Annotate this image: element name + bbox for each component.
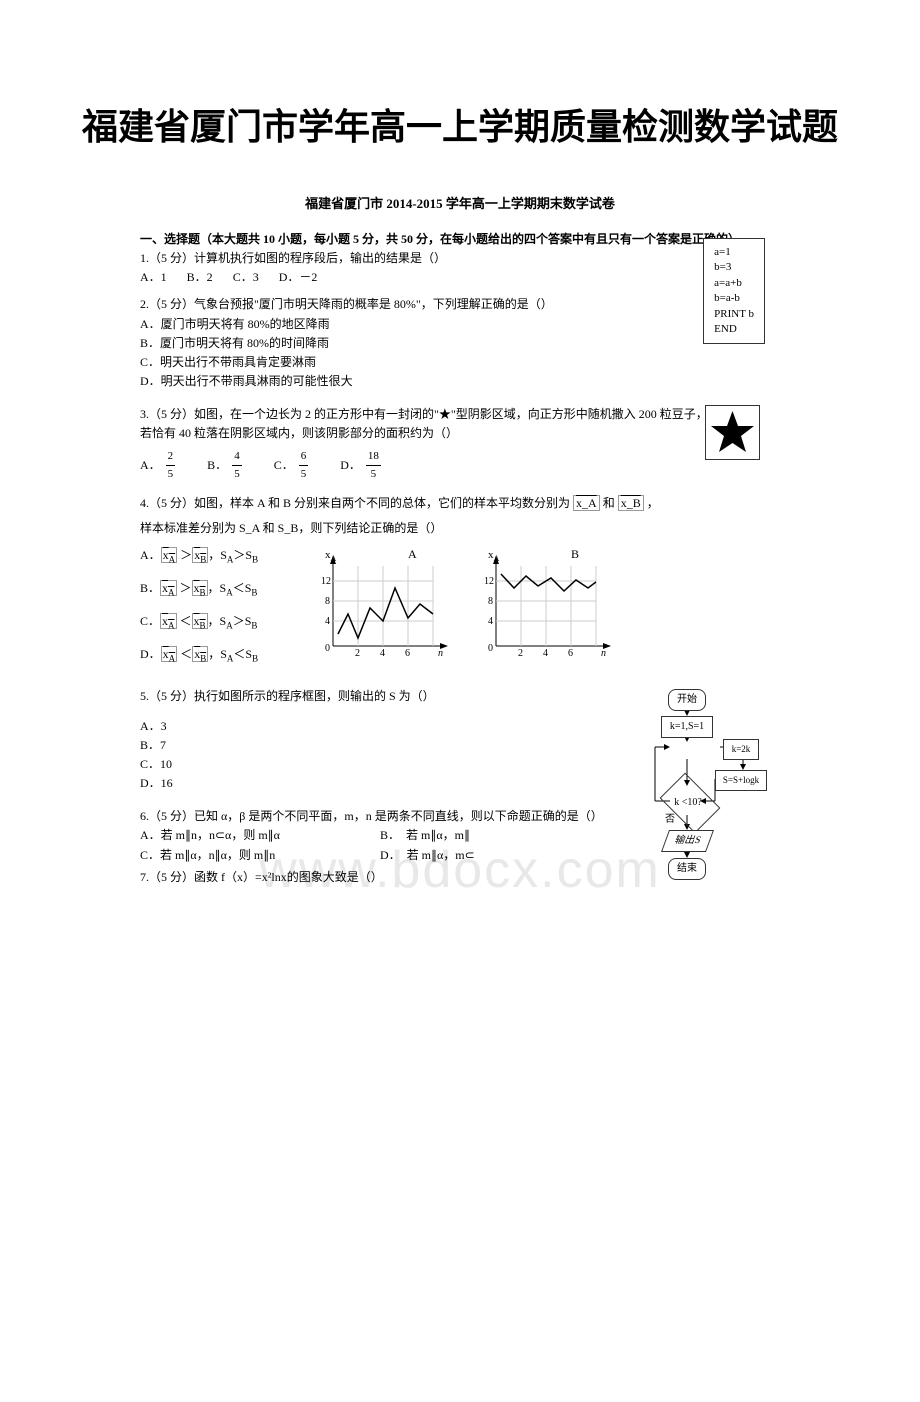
q1-opt-a: A．1 bbox=[140, 268, 167, 287]
content-area: 福建省厦门市 2014-2015 学年高一上学期期末数学试卷 一、选择题（本大题… bbox=[140, 194, 780, 887]
svg-text:n: n bbox=[438, 648, 443, 656]
q6-text: 6.（5 分）已知 α，β 是两个不同平面，m，n 是两条不同直线，则以下命题正… bbox=[140, 807, 620, 826]
q4-opt-c: C．xA ＜xB，SA＞SB bbox=[140, 612, 290, 633]
q6-opt-d: D． 若 m∥α，m⊂ bbox=[380, 846, 620, 865]
code-line: b=3 bbox=[714, 260, 754, 275]
question-6: 6.（5 分）已知 α，β 是两个不同平面，m，n 是两条不同直线，则以下命题正… bbox=[140, 807, 780, 865]
svg-text:0: 0 bbox=[488, 643, 493, 654]
q4-opt-d: D．xA ＜xB，SA＜SB bbox=[140, 645, 290, 666]
svg-text:2: 2 bbox=[355, 648, 360, 656]
q4-opt-a: A．xA ＞xB，SA＞SB bbox=[140, 546, 290, 567]
question-7: 7.（5 分）函数 f（x）=x²lnx的图象大致是（） bbox=[140, 868, 780, 887]
document-title: 福建省厦门市学年高一上学期质量检测数学试题 bbox=[0, 100, 920, 154]
q1-text: 1.（5 分）计算机执行如图的程序段后，输出的结果是（） bbox=[140, 249, 780, 268]
q3-options: A． 25 B． 45 C． 65 D． 185 bbox=[140, 448, 780, 484]
q2-opt-d: D．明天出行不带雨具淋雨的可能性很大 bbox=[140, 372, 780, 391]
svg-text:0: 0 bbox=[325, 643, 330, 654]
q3-opt-c: C． 65 bbox=[274, 448, 311, 484]
svg-text:4: 4 bbox=[543, 648, 548, 656]
q3-opt-a: A． 25 bbox=[140, 448, 177, 484]
q4-text-line1: 4.（5 分）如图，样本 A 和 B 分别来自两个不同的总体，它们的样本平均数分… bbox=[140, 494, 780, 513]
q3-opt-d: D． 185 bbox=[340, 448, 383, 484]
svg-text:6: 6 bbox=[405, 648, 410, 656]
star-box bbox=[705, 405, 760, 460]
q1-opt-d: D．－2 bbox=[279, 268, 318, 287]
flow-init: k=1,S=1 bbox=[661, 716, 713, 738]
svg-text:4: 4 bbox=[325, 616, 330, 627]
svg-text:4: 4 bbox=[380, 648, 385, 656]
q2-text: 2.（5 分）气象台预报"厦门市明天降雨的概率是 80%"，下列理解正确的是（） bbox=[140, 295, 780, 314]
svg-text:4: 4 bbox=[488, 616, 493, 627]
q4-opt-b: B．xA ＞xB，SA＜SB bbox=[140, 579, 290, 600]
chart-b-label: B bbox=[571, 547, 579, 561]
chart-b-svg: xA B 12 8 bbox=[466, 546, 616, 656]
question-4: 4.（5 分）如图，样本 A 和 B 分别来自两个不同的总体，它们的样本平均数分… bbox=[140, 494, 780, 678]
svg-text:n: n bbox=[601, 648, 606, 656]
q2-opt-b: B．厦门市明天将有 80%的时间降雨 bbox=[140, 334, 780, 353]
q7-text: 7.（5 分）函数 f（x）=x²lnx的图象大致是（） bbox=[140, 868, 780, 887]
q3-opt-b: B． 45 bbox=[207, 448, 244, 484]
svg-text:8: 8 bbox=[325, 596, 330, 607]
q1-opt-b: B．2 bbox=[187, 268, 213, 287]
q6-opt-b: B． 若 m∥α，m∥ bbox=[380, 826, 620, 845]
q6-opt-c: C．若 m∥α，n∥α，则 m∥n bbox=[140, 846, 380, 865]
chart-b: xA B 12 8 bbox=[466, 546, 616, 656]
question-1: 1.（5 分）计算机执行如图的程序段后，输出的结果是（） A．1 B．2 C．3… bbox=[140, 249, 780, 287]
subtitle: 福建省厦门市 2014-2015 学年高一上学期期末数学试卷 bbox=[140, 194, 780, 215]
code-line: a=1 bbox=[714, 245, 754, 260]
q2-opt-a: A．厦门市明天将有 80%的地区降雨 bbox=[140, 315, 780, 334]
code-line: a=a+b bbox=[714, 276, 754, 291]
chart-a-label: A bbox=[408, 547, 417, 561]
svg-text:8: 8 bbox=[488, 596, 493, 607]
star-icon bbox=[706, 406, 759, 459]
flow-step1: k=2k bbox=[723, 739, 759, 759]
q4-text-line2: 样本标准差分别为 S_A 和 S_B，则下列结论正确的是（） bbox=[140, 519, 780, 538]
svg-text:12: 12 bbox=[321, 576, 331, 587]
q6-options: A．若 m∥n，n⊂α，则 m∥α B． 若 m∥α，m∥ C．若 m∥α，n∥… bbox=[140, 826, 620, 864]
q1-options: A．1 B．2 C．3 D．－2 bbox=[140, 268, 780, 287]
q3-text: 3.（5 分）如图，在一个边长为 2 的正方形中有一封闭的"★"型阴影区域，向正… bbox=[140, 405, 780, 443]
svg-text:12: 12 bbox=[484, 576, 494, 587]
q4-options: A．xA ＞xB，SA＞SB B．xA ＞xB，SA＜SB C．xA ＜xB，S… bbox=[140, 546, 290, 677]
svg-text:2: 2 bbox=[518, 648, 523, 656]
chart-a-svg: xA A 12 8 bbox=[303, 546, 453, 656]
flow-start: 开始 bbox=[668, 689, 706, 711]
svg-text:6: 6 bbox=[568, 648, 573, 656]
q6-opt-a: A．若 m∥n，n⊂α，则 m∥α bbox=[140, 826, 380, 845]
question-2: 2.（5 分）气象台预报"厦门市明天降雨的概率是 80%"，下列理解正确的是（）… bbox=[140, 295, 780, 391]
flow-step2: S=S+logk bbox=[715, 770, 767, 790]
q2-opt-c: C．明天出行不带雨具肯定要淋雨 bbox=[140, 353, 780, 372]
question-3: 3.（5 分）如图，在一个边长为 2 的正方形中有一封闭的"★"型阴影区域，向正… bbox=[140, 405, 780, 484]
question-5: 5.（5 分）执行如图所示的程序框图，则输出的 S 为（） A．3 B．7 C．… bbox=[140, 687, 780, 887]
charts-container: xA A 12 8 bbox=[293, 546, 616, 662]
section-header: 一、选择题（本大题共 10 小题，每小题 5 分，共 50 分，在每小题给出的四… bbox=[140, 230, 780, 249]
chart-a: xA A 12 8 bbox=[303, 546, 453, 656]
q1-opt-c: C．3 bbox=[233, 268, 259, 287]
